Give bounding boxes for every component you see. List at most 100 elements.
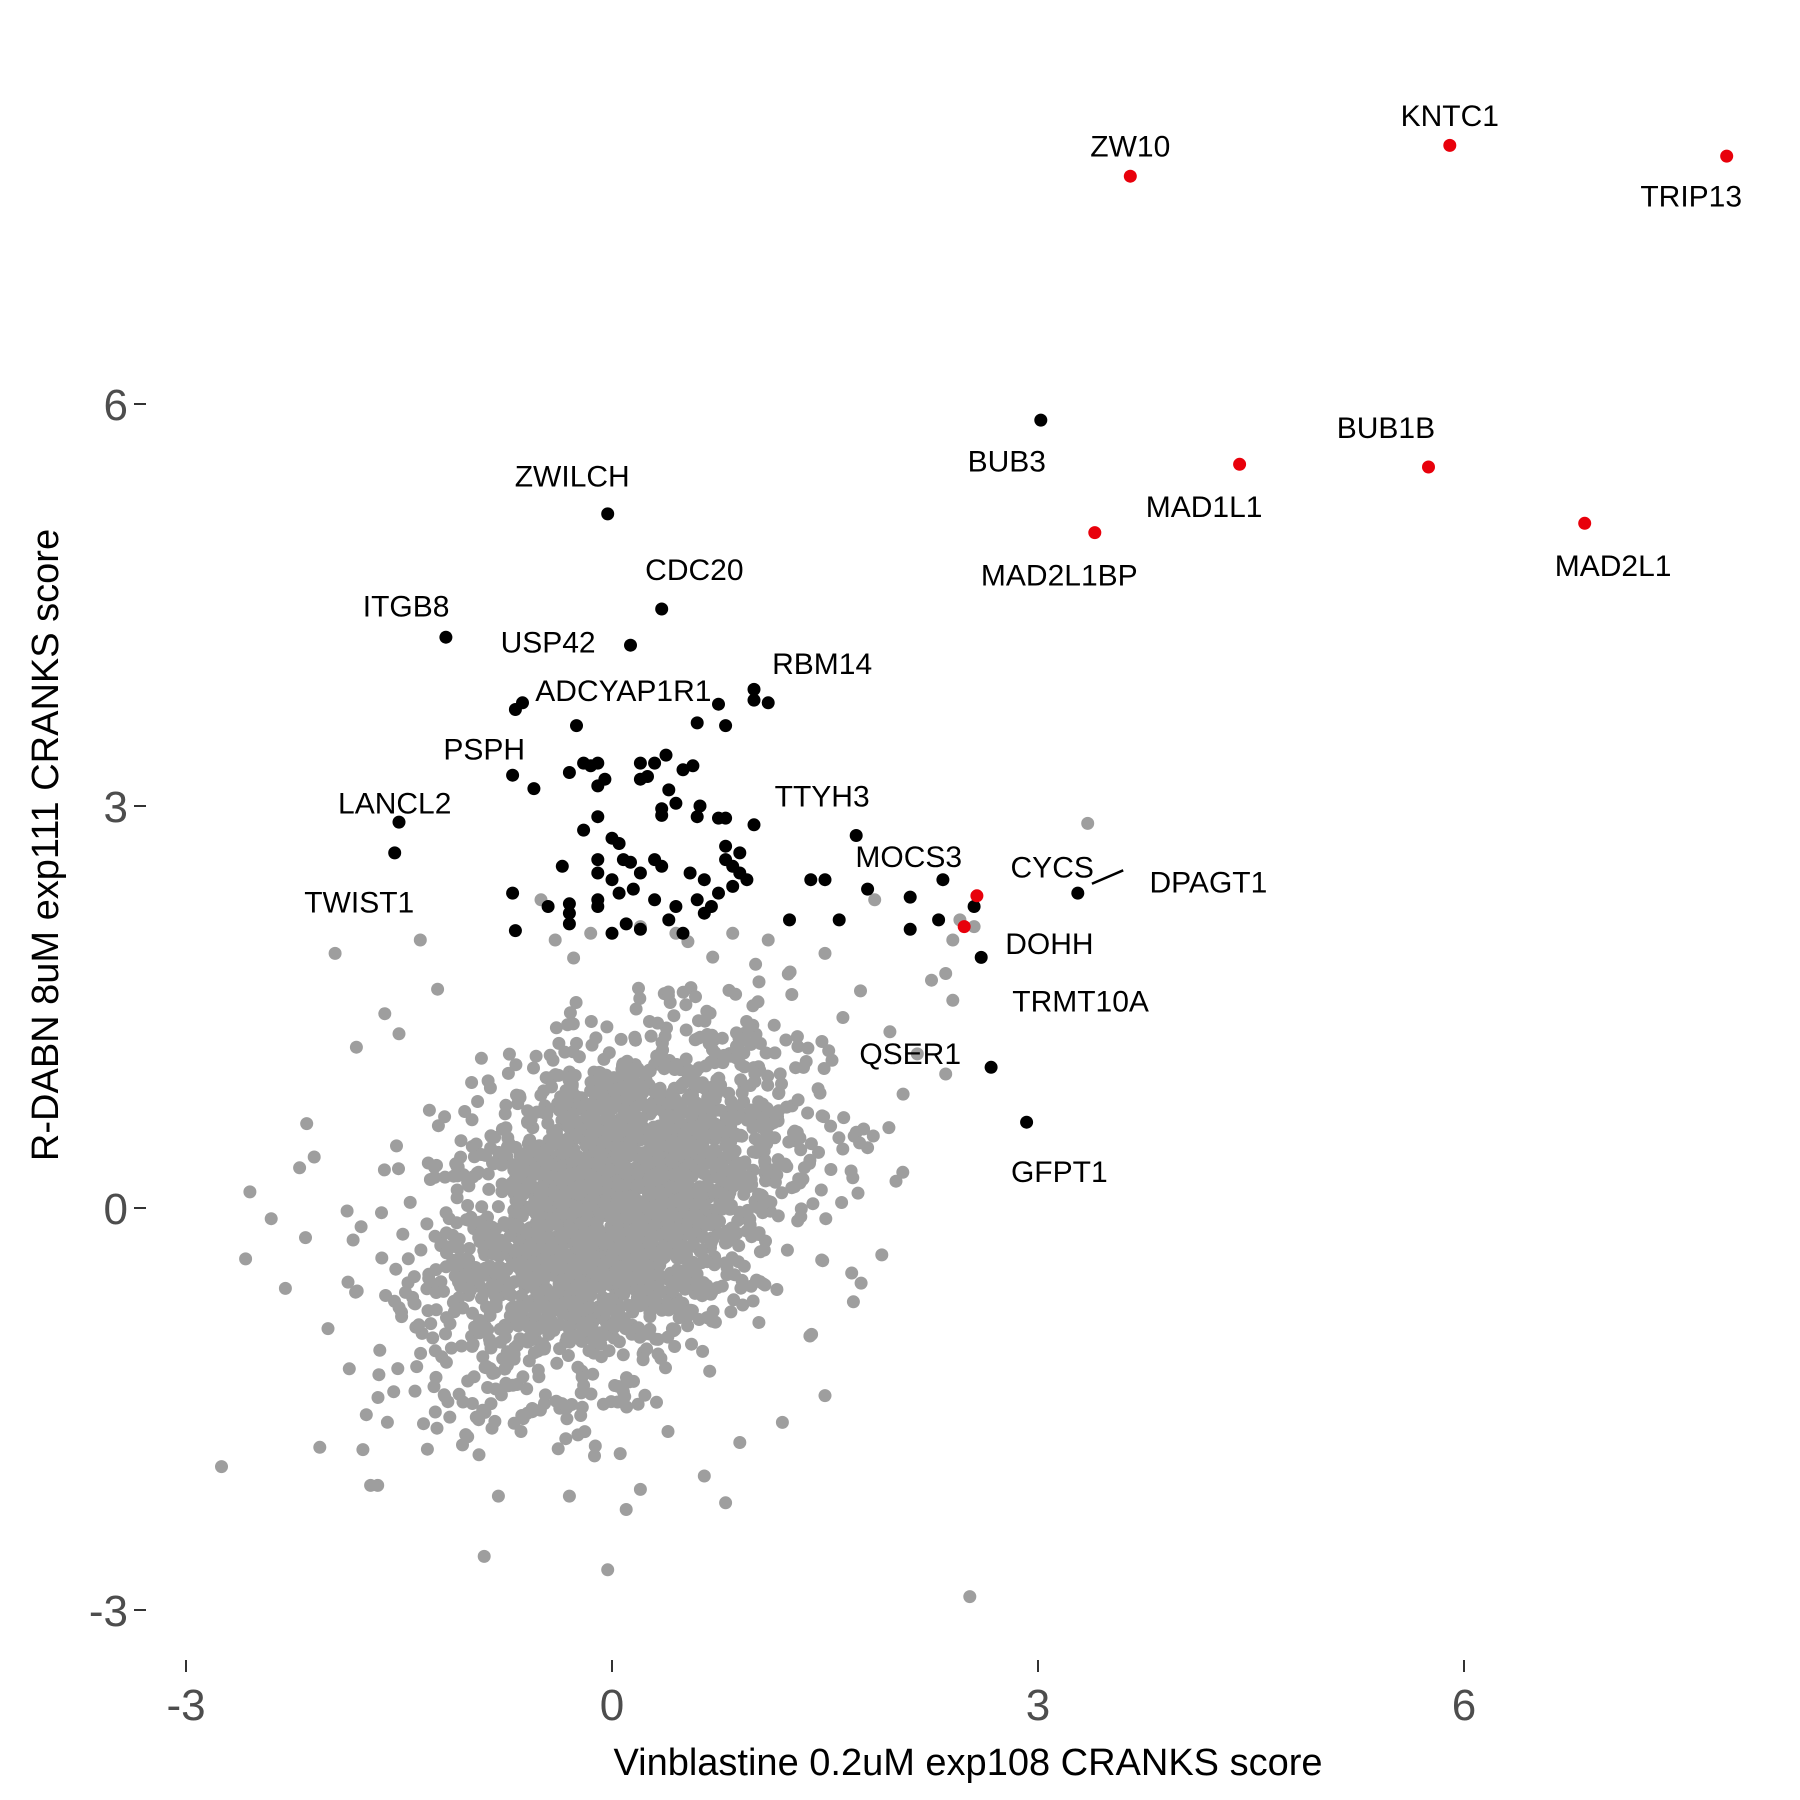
data-point-975: [836, 1011, 850, 1024]
data-point-1483: [791, 1040, 805, 1053]
data-point-884: [806, 1197, 820, 1211]
data-point-919: [752, 975, 766, 989]
data-point-417: [372, 1368, 386, 1382]
data-point-284: [571, 1428, 585, 1442]
data-point-2712: [712, 886, 725, 900]
data-point-877: [679, 1023, 693, 1037]
data-point-2340: [729, 1127, 743, 1141]
data-point-2468: [486, 1278, 500, 1292]
data-point-2573: [614, 1125, 628, 1139]
data-point-2474: [628, 1108, 642, 1122]
data-point-2603: [491, 1489, 505, 1503]
data-point-705: [387, 1385, 401, 1399]
data-point-2472: [558, 1045, 572, 1059]
data-point-2570: [690, 1213, 704, 1227]
data-point-1384: [799, 1055, 813, 1068]
y-tick-label-1: 0: [104, 1185, 128, 1234]
y-tick-label-0: -3: [89, 1587, 128, 1636]
data-point-1064: [356, 1443, 370, 1457]
data-point-2690: [555, 859, 569, 873]
data-point-1002: [545, 1080, 558, 1094]
data-point-2589: [520, 1244, 534, 1258]
data-point-2646: [655, 602, 669, 616]
data-point-1577: [737, 1259, 751, 1273]
data-point-2612: [868, 893, 882, 907]
data-point-2599: [371, 1478, 385, 1492]
data-point-2418: [531, 1200, 545, 1213]
data-point-1090: [417, 1417, 430, 1431]
data-point-2513: [681, 1064, 695, 1078]
data-point-2638: [278, 1281, 292, 1295]
data-point-2715: [669, 900, 683, 913]
data-point-1854: [815, 1035, 829, 1048]
gene-label-2: TRIP13: [1640, 180, 1742, 213]
data-point-366: [567, 951, 581, 965]
data-point-1432: [767, 1018, 781, 1032]
data-point-1981: [392, 1162, 405, 1176]
data-point-680: [349, 1285, 363, 1299]
data-point-2697: [605, 873, 619, 887]
data-point-2529: [609, 1140, 623, 1154]
data-point-1098: [570, 1036, 583, 1050]
data-point-2394: [633, 1259, 647, 1273]
data-point-2559: [584, 1237, 598, 1251]
data-point-1665: [443, 1317, 457, 1331]
data-point-2361: [797, 1161, 811, 1175]
data-point-2564: [610, 1178, 624, 1192]
data-point-2313: [814, 1183, 828, 1197]
data-point-2219: [603, 1112, 617, 1125]
data-point-2521: [550, 1189, 564, 1203]
data-point-2699: [683, 866, 697, 880]
data-point-2434: [472, 1413, 486, 1427]
data-point-2643: [733, 1436, 747, 1449]
data-point-2648: [439, 630, 453, 644]
data-point-632: [455, 1339, 468, 1353]
data-point-2268: [452, 1291, 466, 1305]
data-point-1979: [791, 1214, 805, 1228]
data-point-2304: [712, 1071, 726, 1085]
data-point-2445: [613, 1082, 626, 1096]
data-point-895: [607, 1331, 621, 1345]
data-point-2079: [554, 1090, 568, 1104]
data-point-2684: [591, 810, 605, 824]
data-point-2044: [651, 1016, 665, 1030]
data-point-177: [685, 1337, 698, 1351]
data-point-2291: [511, 1097, 525, 1111]
data-point-1681: [560, 1412, 574, 1426]
data-point-2658: [506, 768, 520, 782]
data-point-2657: [690, 716, 704, 730]
data-point-1252: [569, 996, 583, 1009]
data-point-1721: [506, 1378, 520, 1392]
data-point-2231: [678, 1282, 692, 1296]
data-point-1927: [590, 1215, 604, 1229]
data-point-2688: [577, 823, 591, 837]
data-point-2367: [472, 1268, 486, 1282]
data-point-2622: [548, 933, 562, 947]
data-point-1279: [686, 1089, 699, 1103]
data-point-1901: [481, 1074, 495, 1088]
data-point-1978: [658, 1029, 672, 1043]
data-point-1950: [837, 1111, 851, 1125]
data-point-522: [681, 1319, 695, 1333]
data-point-2229: [631, 1166, 645, 1180]
data-point-2548: [721, 1176, 735, 1190]
data-point-2593: [243, 1185, 257, 1199]
data-point-2518: [563, 1263, 576, 1277]
data-point-1041: [527, 1346, 541, 1360]
data-point-1586: [656, 1043, 670, 1057]
data-point-2427: [743, 1112, 757, 1126]
data-point-2739: [974, 950, 988, 964]
data-point-1342: [804, 1137, 818, 1151]
data-point-2534: [727, 1227, 741, 1241]
gene-label-13: ADCYAP1R1: [535, 675, 711, 708]
data-point-2609: [633, 1482, 647, 1496]
data-point-1771: [794, 1143, 808, 1157]
data-point-2704: [740, 873, 754, 887]
data-point-1954: [761, 1078, 775, 1092]
data-point-2644: [601, 507, 615, 521]
data-point-2189: [896, 1165, 910, 1179]
data-point-1473: [752, 1316, 766, 1329]
data-point-2652: [747, 682, 761, 696]
data-point-1956: [775, 1077, 788, 1091]
data-point-2661: [388, 846, 402, 860]
